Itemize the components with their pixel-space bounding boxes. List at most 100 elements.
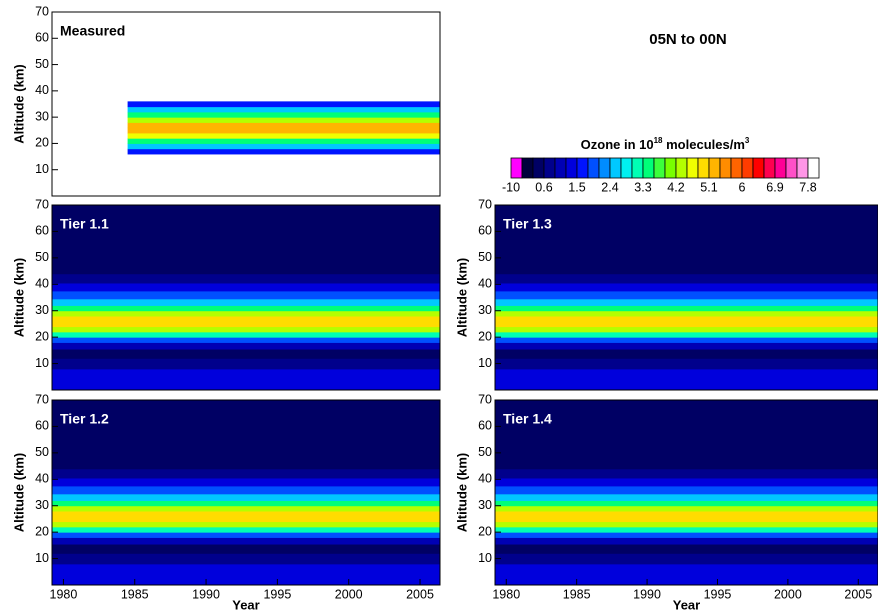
contour-band	[52, 337, 440, 343]
colorbar-swatch	[642, 157, 655, 179]
contour-band	[52, 493, 440, 501]
panel-title: Measured	[60, 23, 125, 39]
x-tick-label: 2005	[406, 587, 434, 601]
colorbar-tick-label: 6	[739, 180, 746, 194]
contour-band	[52, 485, 440, 495]
contour-band	[495, 500, 878, 507]
y-tick-label: 70	[35, 197, 49, 211]
contour-band	[52, 326, 440, 333]
plot-frame	[494, 399, 878, 586]
contour-band	[495, 342, 878, 350]
contour-band	[495, 368, 878, 380]
colorbar-swatch	[675, 157, 688, 179]
contour-band	[495, 537, 878, 545]
y-tick-label: 60	[35, 224, 49, 238]
y-tick-label: 40	[35, 472, 49, 486]
title-part: molecules/m	[663, 137, 745, 152]
contour-band	[52, 273, 440, 284]
x-tick-label: 1990	[633, 587, 661, 601]
contour-band	[52, 500, 440, 507]
contour-band	[127, 111, 440, 118]
panel-title: Tier 1.3	[503, 216, 552, 232]
colorbar-swatch	[587, 157, 600, 179]
contour-band	[52, 310, 440, 317]
contour-band	[495, 574, 878, 585]
contour-band	[495, 544, 878, 554]
colorbar-swatch	[543, 157, 556, 179]
colorbar-tick-label: 7.8	[799, 180, 816, 194]
contour-band	[52, 511, 440, 517]
y-tick-label: 50	[478, 445, 492, 459]
y-axis-label: Altitude (km)	[11, 258, 26, 337]
figure-title: 05N to 00N	[649, 31, 727, 48]
y-tick-label: 10	[35, 162, 49, 176]
colorbar-swatch	[807, 157, 820, 179]
contour-band	[127, 127, 440, 134]
superscript: 18	[654, 136, 663, 145]
contour-band	[127, 143, 440, 150]
colorbar-tick-label: 0.6	[535, 180, 552, 194]
contour-band	[52, 260, 440, 275]
contour-band	[495, 316, 878, 322]
colorbar-swatch	[774, 157, 787, 179]
contour-band	[52, 477, 440, 487]
contour-band	[495, 273, 878, 284]
contour-band	[52, 242, 440, 261]
contour-band	[52, 537, 440, 545]
contour-band	[52, 342, 440, 350]
y-axis-label: Altitude (km)	[454, 258, 469, 337]
contour-band	[495, 305, 878, 312]
contour-band	[52, 544, 440, 554]
contour-band	[52, 298, 440, 306]
colorbar-tick-label: -10	[502, 180, 520, 194]
plot-frame	[51, 11, 441, 197]
contour-band	[495, 516, 878, 523]
y-tick-label: 40	[35, 277, 49, 291]
contour-band	[127, 101, 440, 108]
superscript: 3	[745, 136, 750, 145]
contour-band	[495, 521, 878, 528]
colorbar-swatch	[763, 157, 776, 179]
contour-band	[495, 358, 878, 370]
contour-band	[495, 511, 878, 517]
x-tick-label: 1985	[121, 587, 149, 601]
contour-band	[127, 122, 440, 129]
y-tick-label: 10	[478, 551, 492, 565]
colorbar-swatch	[565, 157, 578, 179]
x-tick-label: 1985	[563, 587, 591, 601]
y-tick-label: 10	[35, 356, 49, 370]
contour-field	[495, 400, 878, 585]
colorbar-swatch	[510, 157, 523, 179]
plot-frame	[51, 204, 441, 391]
contour-band	[52, 379, 440, 390]
colorbar-swatch	[598, 157, 611, 179]
contour-band	[495, 290, 878, 300]
contour-band	[127, 138, 440, 144]
colorbar-swatch	[730, 157, 743, 179]
contour-band	[52, 563, 440, 575]
y-tick-label: 30	[478, 498, 492, 512]
contour-band	[52, 316, 440, 322]
y-tick-label: 60	[478, 419, 492, 433]
colorbar-tick-label: 1.5	[568, 180, 585, 194]
contour-band	[495, 349, 878, 359]
colorbar-swatch	[664, 157, 677, 179]
contour-band	[495, 260, 878, 275]
contour-band	[52, 415, 440, 438]
y-tick-label: 20	[35, 329, 49, 343]
y-tick-label: 20	[478, 524, 492, 538]
colorbar-swatch	[719, 157, 732, 179]
contour-band	[52, 532, 440, 538]
colorbar-swatch	[741, 157, 754, 179]
y-tick-label: 50	[35, 250, 49, 264]
contour-band	[495, 331, 878, 338]
contour-band	[495, 282, 878, 292]
y-axis-label: Altitude (km)	[454, 453, 469, 532]
colorbar-tick-label: 3.3	[634, 180, 651, 194]
colorbar-swatch	[609, 157, 622, 179]
y-tick-label: 30	[478, 303, 492, 317]
contour-field	[52, 205, 440, 390]
contour-field	[127, 101, 440, 155]
y-tick-label: 70	[478, 197, 492, 211]
y-tick-label: 60	[35, 31, 49, 45]
